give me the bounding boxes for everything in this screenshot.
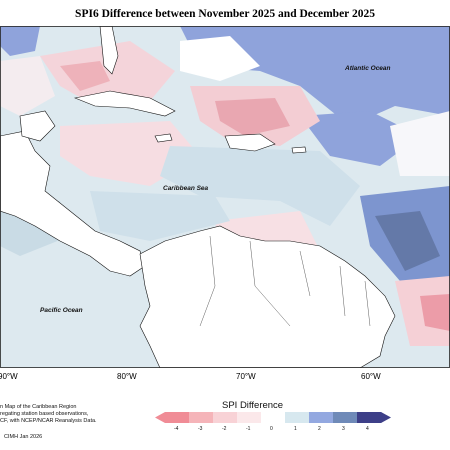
label-caribbean-sea: Caribbean Sea [163, 185, 209, 192]
legend-tick-label: -3 [198, 426, 203, 432]
land-jamaica [154, 133, 173, 143]
legend-tick-label: 4 [366, 426, 369, 432]
anomaly-pink-dark-north [60, 61, 110, 91]
lon-tick-60w: 60°W [361, 372, 381, 381]
lon-tick-80w: 80°W [117, 372, 137, 381]
label-pacific-ocean: Pacific Ocean [40, 307, 83, 314]
legend-swatch [285, 412, 310, 423]
legend-swatch [237, 412, 262, 423]
border-lines [199, 235, 371, 327]
anomaly-pink-dark-central [215, 98, 290, 136]
legend-swatch [213, 412, 238, 423]
land-south-america [139, 225, 396, 368]
legend-tick-label: 3 [342, 426, 345, 432]
legend-swatch [165, 412, 190, 423]
legend-tick-label: -4 [174, 426, 179, 432]
land-yucatan [19, 110, 56, 142]
legend-tick-label: -1 [246, 426, 251, 432]
legend-title: SPI Difference [222, 400, 284, 411]
anomaly-white-east [390, 111, 450, 176]
legend-tick-label: -2 [222, 426, 227, 432]
footer-line-2: regating station based observations, [0, 411, 89, 417]
spi-map: Atlantic Ocean Caribbean Sea Pacific Oce… [0, 26, 450, 368]
land-florida [99, 26, 119, 75]
legend-swatch [309, 412, 334, 423]
footer-line-3: CF, with NCEP/NCAR Reanalysis Data. [0, 418, 97, 424]
legend-arrow-left [155, 412, 165, 423]
map-title: SPI6 Difference between November 2025 an… [75, 8, 375, 20]
legend-colorbar [155, 412, 391, 423]
anomaly-blue-atlantic-2 [300, 111, 420, 166]
land-cuba [73, 90, 176, 117]
legend-arrow-right [381, 412, 391, 423]
lon-tick-90w: 90°W [0, 372, 18, 381]
anomaly-blue-topleft [0, 26, 40, 56]
legend-tick-label: 1 [294, 426, 297, 432]
land-hispaniola [224, 133, 276, 152]
footer-line-1: n Map of the Caribbean Region [0, 404, 77, 410]
land-puerto-rico [291, 146, 307, 154]
legend-tick-label: 2 [318, 426, 321, 432]
anomaly-blue-dark-east [375, 211, 440, 271]
anomaly-blue-atlantic [180, 26, 450, 126]
legend-swatch [261, 412, 286, 423]
anomaly-white-center [180, 36, 260, 81]
anomaly-pink-north [40, 41, 175, 106]
anomaly-lightblue-center [160, 146, 360, 226]
anomaly-pink-dark-southeast [420, 294, 450, 331]
footer-credit: CIMH Jan 2026 [4, 434, 43, 440]
lon-tick-70w: 70°W [236, 372, 256, 381]
legend-swatch [357, 412, 382, 423]
label-atlantic-ocean: Atlantic Ocean [344, 65, 391, 72]
anomaly-lightblue-south [90, 191, 230, 241]
legend-swatch [189, 412, 214, 423]
legend-tick-label: 0 [270, 426, 273, 432]
anomaly-white-left [0, 56, 55, 116]
legend-swatch [333, 412, 358, 423]
